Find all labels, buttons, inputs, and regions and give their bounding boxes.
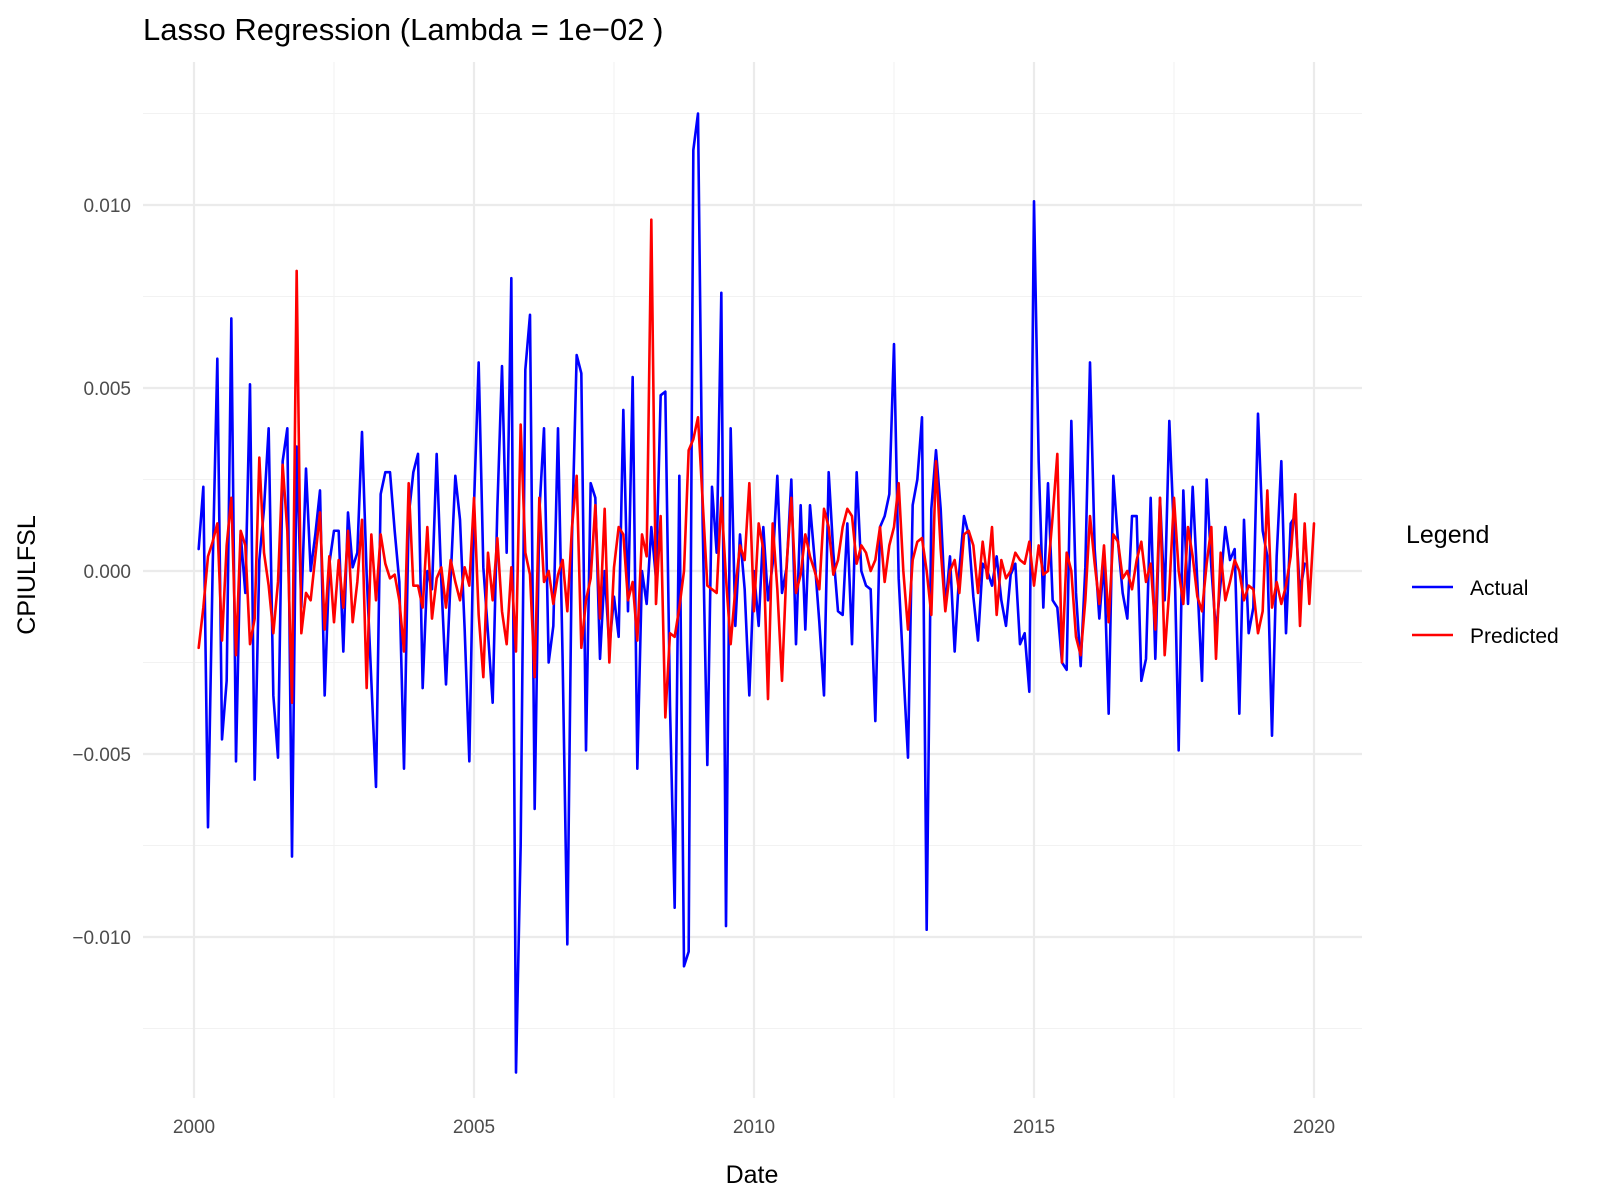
x-tick-label: 2020 <box>1293 1117 1335 1138</box>
legend-label-predicted: Predicted <box>1470 625 1559 648</box>
series-line-predicted <box>197 218 1316 719</box>
chart-title: Lasso Regression (Lambda = 1e−02 ) <box>143 12 663 47</box>
y-tick-label: 0.000 <box>83 562 131 583</box>
y-tick-label: 0.010 <box>83 196 131 217</box>
x-axis-tick-labels: 2000 2005 2010 2015 2020 <box>173 1117 1335 1138</box>
x-tick-label: 2010 <box>733 1117 775 1138</box>
y-tick-label: 0.005 <box>83 379 131 400</box>
x-tick-label: 2000 <box>173 1117 215 1138</box>
y-axis-title: CPIULFSL <box>13 515 41 635</box>
x-tick-label: 2015 <box>1013 1117 1055 1138</box>
legend-label-actual: Actual <box>1470 577 1528 600</box>
x-axis-title: Date <box>726 1161 779 1189</box>
legend: Legend Actual Predicted <box>1406 521 1559 648</box>
y-tick-label: −0.010 <box>72 928 131 949</box>
x-tick-label: 2005 <box>453 1117 495 1138</box>
y-tick-label: −0.005 <box>72 745 131 766</box>
series-layer <box>197 112 1316 1074</box>
y-axis-tick-labels: 0.010 0.005 0.000 −0.005 −0.010 <box>72 196 131 949</box>
legend-title: Legend <box>1406 521 1489 549</box>
